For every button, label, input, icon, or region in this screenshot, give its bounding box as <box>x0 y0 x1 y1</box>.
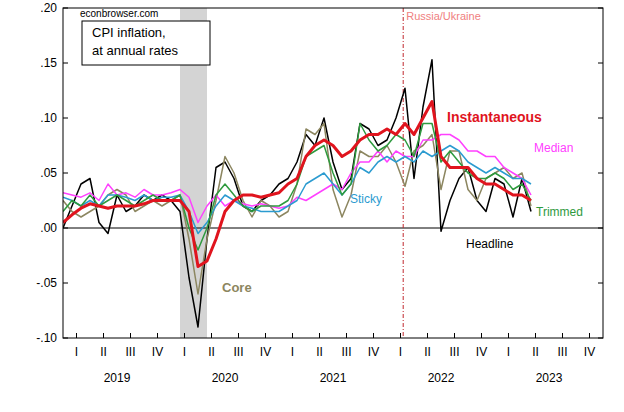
x-tick-label: IV <box>476 345 487 359</box>
x-tick <box>535 333 536 338</box>
x-tick-label: I <box>399 345 402 359</box>
x-tick <box>427 333 428 338</box>
x-tick-label: IV <box>584 345 595 359</box>
series-line <box>63 124 531 251</box>
y-tick-label: .20 <box>40 1 57 15</box>
y-tick <box>598 173 603 174</box>
x-tick-label: I <box>183 345 186 359</box>
y-tick <box>598 118 603 119</box>
y-tick <box>598 338 603 339</box>
title-line: at annual rates <box>92 43 179 58</box>
y-tick <box>63 63 68 64</box>
series-label: Trimmed <box>536 205 583 219</box>
series-line <box>63 124 531 295</box>
y-tick <box>63 173 68 174</box>
y-tick-label: -.05 <box>36 276 57 290</box>
x-tick-label: III <box>233 345 243 359</box>
y-tick <box>598 63 603 64</box>
y-tick <box>63 338 68 339</box>
series-label: Sticky <box>350 192 382 206</box>
x-tick-label: I <box>75 345 78 359</box>
x-tick-label: II <box>316 345 323 359</box>
plot-area <box>63 8 603 338</box>
y-tick-label: .15 <box>40 56 57 70</box>
x-tick-label: I <box>291 345 294 359</box>
series-label: Median <box>534 141 573 155</box>
series-label: Core <box>222 280 252 295</box>
year-label: 2022 <box>428 371 455 385</box>
x-tick-label: IV <box>260 345 271 359</box>
x-tick-label: III <box>449 345 459 359</box>
zero-line <box>63 228 603 229</box>
x-tick <box>238 333 239 338</box>
series-line <box>63 102 531 267</box>
year-label: 2019 <box>104 371 131 385</box>
x-tick-label: IV <box>152 345 163 359</box>
x-tick <box>157 333 158 338</box>
x-tick <box>103 333 104 338</box>
y-tick-label: -.10 <box>36 331 57 345</box>
x-tick <box>265 333 266 338</box>
x-tick <box>319 333 320 338</box>
event-line <box>403 8 404 338</box>
x-tick <box>589 333 590 338</box>
year-label: 2020 <box>212 371 239 385</box>
title-box <box>82 21 210 65</box>
y-tick-label: .05 <box>40 166 57 180</box>
series-label: Headline <box>466 237 514 251</box>
x-tick-label: III <box>557 345 567 359</box>
x-tick <box>508 333 509 338</box>
y-tick <box>598 283 603 284</box>
x-tick-label: III <box>341 345 351 359</box>
y-tick <box>63 118 68 119</box>
y-tick-label: .10 <box>40 111 57 125</box>
y-tick <box>63 283 68 284</box>
y-tick <box>598 8 603 9</box>
x-tick-label: III <box>125 345 135 359</box>
title: CPI inflation, at annual rates <box>92 25 179 58</box>
x-tick-label: I <box>507 345 510 359</box>
x-tick-label: II <box>208 345 215 359</box>
year-label: 2023 <box>536 371 563 385</box>
x-tick <box>346 333 347 338</box>
background <box>0 0 624 412</box>
plot-frame <box>63 8 603 338</box>
series-line <box>63 146 531 234</box>
event-label: Russia/Ukraine <box>406 10 481 22</box>
x-tick <box>292 333 293 338</box>
x-tick <box>211 333 212 338</box>
title-line: CPI inflation, <box>92 25 166 40</box>
x-tick-label: II <box>100 345 107 359</box>
x-tick-label: II <box>424 345 431 359</box>
y-tick <box>598 228 603 229</box>
x-tick <box>76 333 77 338</box>
x-tick <box>130 333 131 338</box>
y-tick <box>63 8 68 9</box>
watermark: econbrowser.com <box>80 8 158 19</box>
x-tick <box>481 333 482 338</box>
x-tick <box>400 333 401 338</box>
year-label: 2021 <box>320 371 347 385</box>
x-tick <box>562 333 563 338</box>
chart: -.10-.05.00.05.10.15.20IIIIIIIVIIIIIIIVI… <box>0 0 624 412</box>
y-tick-label: .00 <box>40 221 57 235</box>
x-tick <box>454 333 455 338</box>
series-line <box>63 60 531 327</box>
x-tick <box>184 333 185 338</box>
y-tick <box>63 228 68 229</box>
x-tick <box>373 333 374 338</box>
series-label: Instantaneous <box>447 109 542 125</box>
x-tick-label: IV <box>368 345 379 359</box>
x-tick-label: II <box>532 345 539 359</box>
